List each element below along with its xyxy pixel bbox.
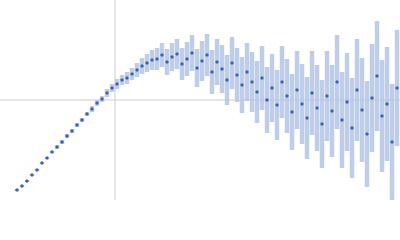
- data-point: [20, 184, 24, 188]
- data-point: [370, 96, 374, 100]
- data-point: [70, 129, 74, 133]
- data-point: [135, 68, 139, 72]
- data-point: [250, 80, 254, 84]
- data-point: [115, 82, 119, 86]
- data-point: [390, 140, 394, 144]
- data-point: [230, 61, 234, 65]
- data-point: [170, 55, 174, 59]
- data-point: [255, 90, 259, 94]
- data-point: [295, 88, 299, 92]
- data-point: [95, 101, 99, 105]
- data-point: [210, 70, 214, 74]
- data-point: [35, 168, 39, 172]
- data-point: [365, 132, 369, 136]
- data-point: [45, 156, 49, 160]
- data-point: [345, 100, 349, 104]
- data-point: [260, 76, 264, 80]
- data-point: [50, 150, 54, 154]
- data-point: [60, 140, 64, 144]
- data-point: [25, 179, 29, 183]
- data-point: [140, 64, 144, 68]
- points: [15, 51, 399, 192]
- data-point: [285, 94, 289, 98]
- data-point: [355, 88, 359, 92]
- data-point: [300, 102, 304, 106]
- data-point: [290, 110, 294, 114]
- data-point: [335, 80, 339, 84]
- data-point: [65, 134, 69, 138]
- data-point: [315, 106, 319, 110]
- data-point: [215, 60, 219, 64]
- data-point: [30, 173, 34, 177]
- data-point: [110, 86, 114, 90]
- error-bars: [14, 21, 400, 200]
- data-point: [305, 116, 309, 120]
- data-point: [385, 102, 389, 106]
- data-point: [185, 57, 189, 61]
- data-point: [120, 78, 124, 82]
- data-point: [90, 107, 94, 111]
- data-point: [55, 145, 59, 149]
- data-point: [40, 161, 44, 165]
- data-point: [80, 118, 84, 122]
- data-point: [195, 66, 199, 70]
- data-point: [165, 60, 169, 64]
- data-point: [280, 80, 284, 84]
- data-point: [310, 91, 314, 95]
- data-point: [225, 78, 229, 82]
- chart: [0, 0, 400, 200]
- data-point: [160, 53, 164, 57]
- data-point: [155, 57, 159, 61]
- data-point: [275, 103, 279, 107]
- data-point: [130, 72, 134, 76]
- data-point: [270, 86, 274, 90]
- data-point: [220, 67, 224, 71]
- data-point: [180, 62, 184, 66]
- data-point: [105, 91, 109, 95]
- data-point: [235, 73, 239, 77]
- data-point: [350, 126, 354, 130]
- data-point: [245, 70, 249, 74]
- data-point: [75, 123, 79, 127]
- data-point: [200, 59, 204, 63]
- data-point: [85, 112, 89, 116]
- data-point: [320, 122, 324, 126]
- data-point: [240, 83, 244, 87]
- data-point: [150, 58, 154, 62]
- data-point: [325, 94, 329, 98]
- data-point: [145, 61, 149, 65]
- data-point: [375, 74, 379, 78]
- data-point: [330, 109, 334, 113]
- data-point: [380, 114, 384, 118]
- data-point: [125, 76, 129, 80]
- data-point: [190, 51, 194, 55]
- data-point: [175, 52, 179, 56]
- data-point: [340, 118, 344, 122]
- data-point: [360, 108, 364, 112]
- data-point: [15, 188, 19, 192]
- data-point: [265, 98, 269, 102]
- data-point: [395, 86, 399, 90]
- data-point: [205, 53, 209, 57]
- data-point: [100, 97, 104, 101]
